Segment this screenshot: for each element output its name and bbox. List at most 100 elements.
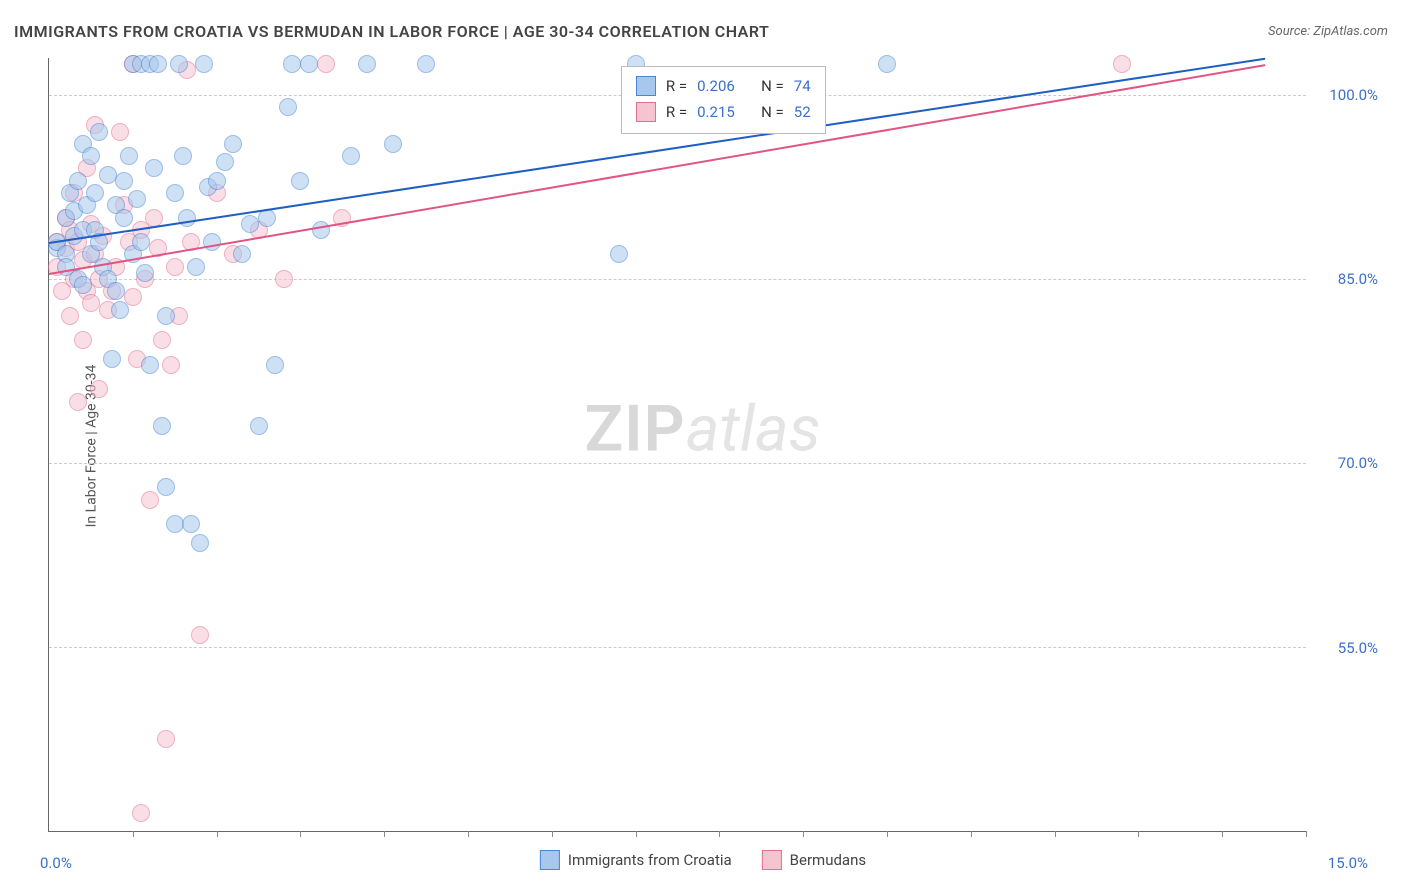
scatter-point	[166, 258, 184, 276]
scatter-point	[266, 356, 284, 374]
legend-n-label: N =	[761, 77, 784, 95]
scatter-point	[291, 172, 309, 190]
scatter-point	[384, 135, 402, 153]
chart-title: IMMIGRANTS FROM CROATIA VS BERMUDAN IN L…	[14, 22, 769, 41]
x-tick	[1138, 831, 1139, 837]
watermark-atlas: atlas	[686, 392, 821, 467]
x-axis-max-label: 15.0%	[1328, 854, 1368, 872]
scatter-point	[191, 534, 209, 552]
scatter-point	[153, 331, 171, 349]
gridline	[49, 463, 1306, 464]
scatter-point	[224, 135, 242, 153]
scatter-point	[157, 478, 175, 496]
bottom-legend-label: Immigrants from Croatia	[568, 851, 732, 869]
scatter-point	[74, 331, 92, 349]
scatter-point	[166, 184, 184, 202]
scatter-point	[417, 55, 435, 73]
scatter-point	[174, 147, 192, 165]
scatter-point	[208, 172, 226, 190]
scatter-point	[69, 393, 87, 411]
bottom-legend-item: Immigrants from Croatia	[540, 850, 732, 870]
x-tick	[887, 831, 888, 837]
legend-r-label: R =	[666, 77, 687, 95]
scatter-point	[90, 123, 108, 141]
y-tick-label: 55.0%	[1338, 639, 1378, 657]
scatter-point	[283, 55, 301, 73]
scatter-point	[610, 245, 628, 263]
scatter-point	[203, 233, 221, 251]
watermark: ZIPatlas	[585, 392, 821, 467]
scatter-point	[115, 209, 133, 227]
scatter-point	[132, 233, 150, 251]
scatter-point	[275, 270, 293, 288]
bottom-legend: Immigrants from Croatia Bermudans	[540, 850, 866, 870]
x-tick	[1055, 831, 1056, 837]
scatter-point	[132, 804, 150, 822]
scatter-point	[195, 55, 213, 73]
scatter-point	[358, 55, 376, 73]
scatter-point	[136, 264, 154, 282]
legend-n-value: 74	[794, 77, 811, 95]
legend-r-label: R =	[666, 103, 687, 121]
gridline	[49, 279, 1306, 280]
scatter-point	[157, 730, 175, 748]
stats-legend-row: R = 0.206 N = 74	[636, 73, 811, 99]
legend-r-value: 0.206	[697, 77, 751, 95]
legend-n-label: N =	[761, 103, 784, 121]
scatter-point	[312, 221, 330, 239]
scatter-point	[1113, 55, 1131, 73]
scatter-point	[90, 380, 108, 398]
x-tick	[552, 831, 553, 837]
scatter-point	[187, 258, 205, 276]
scatter-point	[145, 209, 163, 227]
x-tick	[1306, 831, 1307, 837]
x-axis-min-label: 0.0%	[40, 854, 72, 872]
x-tick	[468, 831, 469, 837]
scatter-point	[233, 245, 251, 263]
scatter-point	[342, 147, 360, 165]
scatter-point	[191, 626, 209, 644]
scatter-point	[145, 159, 163, 177]
scatter-point	[99, 166, 117, 184]
x-tick	[300, 831, 301, 837]
x-tick	[803, 831, 804, 837]
scatter-point	[241, 215, 259, 233]
scatter-point	[317, 55, 335, 73]
scatter-point	[128, 190, 146, 208]
scatter-point	[162, 356, 180, 374]
bottom-legend-label: Bermudans	[790, 851, 866, 869]
x-tick	[636, 831, 637, 837]
x-tick	[719, 831, 720, 837]
scatter-point	[153, 417, 171, 435]
scatter-point	[182, 515, 200, 533]
scatter-point	[149, 55, 167, 73]
scatter-point	[115, 172, 133, 190]
legend-r-value: 0.215	[697, 103, 751, 121]
stats-legend: R = 0.206 N = 74 R = 0.215 N = 52	[621, 66, 826, 134]
plot-area: ZIPatlas R = 0.206 N = 74 R = 0.215 N = 52	[48, 58, 1306, 832]
scatter-point	[279, 98, 297, 116]
scatter-point	[157, 307, 175, 325]
legend-swatch	[636, 76, 656, 96]
scatter-point	[141, 356, 159, 374]
scatter-point	[120, 147, 138, 165]
scatter-point	[300, 55, 318, 73]
x-tick	[384, 831, 385, 837]
stats-legend-row: R = 0.215 N = 52	[636, 99, 811, 125]
chart-container: IMMIGRANTS FROM CROATIA VS BERMUDAN IN L…	[0, 0, 1406, 892]
gridline	[49, 647, 1306, 648]
scatter-point	[61, 307, 79, 325]
scatter-point	[170, 55, 188, 73]
scatter-point	[107, 282, 125, 300]
scatter-point	[250, 417, 268, 435]
scatter-point	[141, 491, 159, 509]
x-tick	[1222, 831, 1223, 837]
scatter-point	[878, 55, 896, 73]
x-tick	[133, 831, 134, 837]
scatter-point	[86, 184, 104, 202]
scatter-point	[82, 147, 100, 165]
bottom-legend-item: Bermudans	[762, 850, 866, 870]
legend-n-value: 52	[794, 103, 811, 121]
source-attribution: Source: ZipAtlas.com	[1268, 24, 1388, 39]
legend-swatch	[540, 850, 560, 870]
